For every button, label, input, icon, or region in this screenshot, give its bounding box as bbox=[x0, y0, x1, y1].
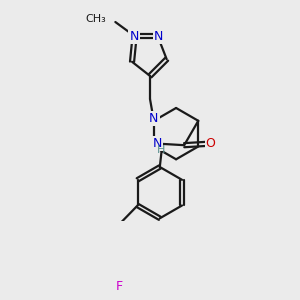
Text: N: N bbox=[149, 112, 158, 125]
Text: O: O bbox=[206, 137, 215, 150]
Text: N: N bbox=[129, 30, 139, 43]
Text: CH₃: CH₃ bbox=[85, 14, 106, 25]
Text: N: N bbox=[154, 30, 163, 43]
Text: F: F bbox=[116, 280, 123, 293]
Text: H: H bbox=[157, 145, 165, 154]
Text: N: N bbox=[153, 137, 162, 150]
